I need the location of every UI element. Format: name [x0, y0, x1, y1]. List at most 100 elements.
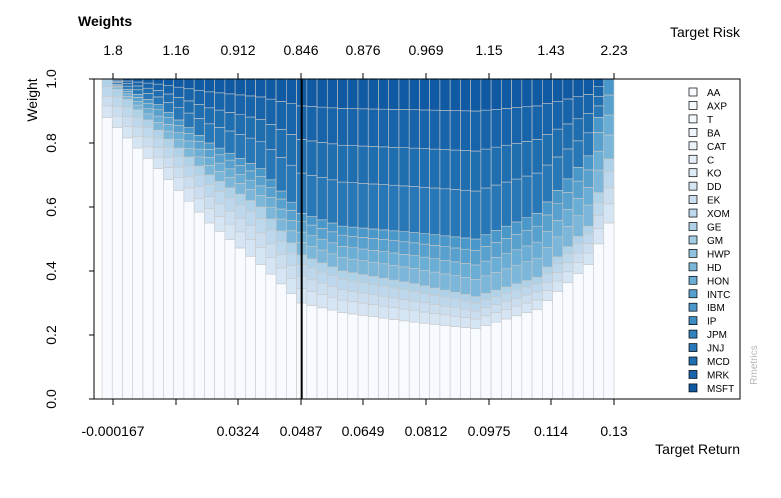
bar-segment	[593, 132, 605, 152]
bar-segment	[378, 263, 390, 279]
bar-segment	[337, 270, 349, 280]
bar-segment	[521, 229, 533, 247]
bar-segment	[367, 108, 379, 147]
bar-segment	[367, 238, 379, 251]
bar-segment	[245, 163, 256, 172]
bar-segment	[449, 247, 461, 263]
top-tick-label: 0.912	[220, 42, 255, 58]
bar-segment	[388, 297, 400, 308]
legend-label: HD	[707, 263, 721, 274]
legend-swatch	[688, 316, 698, 325]
bar-segment	[460, 327, 471, 400]
y-axis: 0.0 0.2 0.4 0.6 0.8 1.0	[43, 69, 94, 409]
bar-segment	[214, 92, 226, 111]
bar-segment	[326, 275, 338, 287]
bar-segment	[521, 78, 533, 108]
x-tick-label: -0.000167	[81, 423, 144, 439]
bar-segment	[460, 78, 471, 112]
bar-segment	[531, 241, 543, 259]
bar-segment	[193, 148, 205, 158]
bar-segment	[306, 258, 318, 269]
bar-segment	[531, 257, 543, 278]
bar-segment	[490, 296, 502, 305]
bar-segment	[326, 179, 338, 224]
bar-segment	[603, 203, 615, 224]
bar-segment	[552, 272, 564, 282]
bar-segment	[316, 307, 328, 400]
bar-segment	[306, 175, 318, 217]
bar-segment	[316, 271, 328, 284]
bar-segment	[582, 187, 594, 206]
bar-segment	[255, 185, 267, 196]
bar-segment	[562, 282, 574, 400]
bar-segment	[367, 146, 379, 185]
bar-segment	[183, 147, 195, 158]
bar-segment	[562, 226, 574, 247]
bar-segment	[449, 189, 461, 238]
legend-swatch	[688, 302, 698, 312]
bar-segment	[388, 279, 400, 289]
bar-segment	[582, 233, 594, 244]
bar-segment	[419, 256, 430, 271]
bar-segment	[552, 256, 564, 265]
bar-segment	[142, 87, 154, 94]
bar-segment	[531, 283, 543, 293]
legend-swatch	[688, 168, 698, 178]
legend-label: EK	[707, 196, 721, 207]
top-tick-label: 1.8	[103, 42, 123, 58]
bar-segment	[132, 81, 144, 87]
bar-segment	[245, 225, 256, 240]
bar-segment	[224, 197, 236, 212]
bar-segment	[460, 317, 471, 328]
bar-segment	[224, 210, 236, 225]
legend-swatch	[688, 101, 698, 110]
bar-segment	[419, 285, 430, 294]
bar-segment	[142, 113, 154, 121]
bar-segment	[542, 247, 553, 268]
bar-segment	[408, 109, 420, 149]
bar-segment	[531, 291, 543, 301]
bar-segment	[357, 183, 369, 229]
bar-segment	[122, 116, 134, 127]
bar-segment	[511, 107, 523, 144]
bar-segment	[142, 108, 154, 115]
bar-segment	[408, 78, 420, 111]
bar-segment	[173, 78, 185, 88]
bar-segment	[214, 231, 226, 400]
bar-segment	[224, 152, 236, 161]
top-tick-label: 2.23	[600, 42, 627, 58]
bar-segment	[490, 321, 502, 400]
bar-segment	[132, 104, 144, 111]
bar-segment	[408, 310, 420, 323]
x-axis: -0.000167 0.0324 0.0487 0.0649 0.0812 0.0975 0…	[81, 399, 628, 439]
bar-segment	[306, 245, 318, 260]
bar-segment	[572, 215, 584, 237]
bar-segment	[388, 265, 400, 281]
bar-segment	[367, 294, 379, 305]
bar-segment	[316, 142, 328, 178]
bar-segment	[378, 184, 390, 231]
bar-segment	[480, 246, 492, 262]
bar-segment	[183, 200, 195, 400]
bar-segment	[245, 95, 256, 118]
bar-segment	[542, 134, 553, 166]
legend: AA AXP T BA CAT C KO DD EK XOM GE GM HWP HD HON INTC IBM…	[688, 87, 734, 395]
bar-segment	[511, 289, 523, 299]
bar-segment	[204, 142, 215, 150]
x-tick-label: 0.0975	[468, 423, 511, 439]
legend-label: XOM	[707, 209, 730, 220]
bar-segment	[306, 224, 318, 236]
y-tick-label: 0.0	[43, 389, 59, 409]
legend-label: AXP	[707, 101, 727, 112]
bar-segment	[593, 202, 605, 216]
bar-segment	[449, 275, 461, 293]
bar-segment	[531, 172, 543, 214]
bar-segment	[265, 187, 277, 198]
bar-segment	[419, 186, 430, 234]
bar-segment	[275, 230, 287, 242]
bar-segment	[234, 183, 246, 195]
bar-segment	[470, 310, 482, 320]
bar-segment	[337, 144, 349, 183]
bar-segment	[306, 106, 318, 142]
bar-segment	[122, 96, 134, 100]
